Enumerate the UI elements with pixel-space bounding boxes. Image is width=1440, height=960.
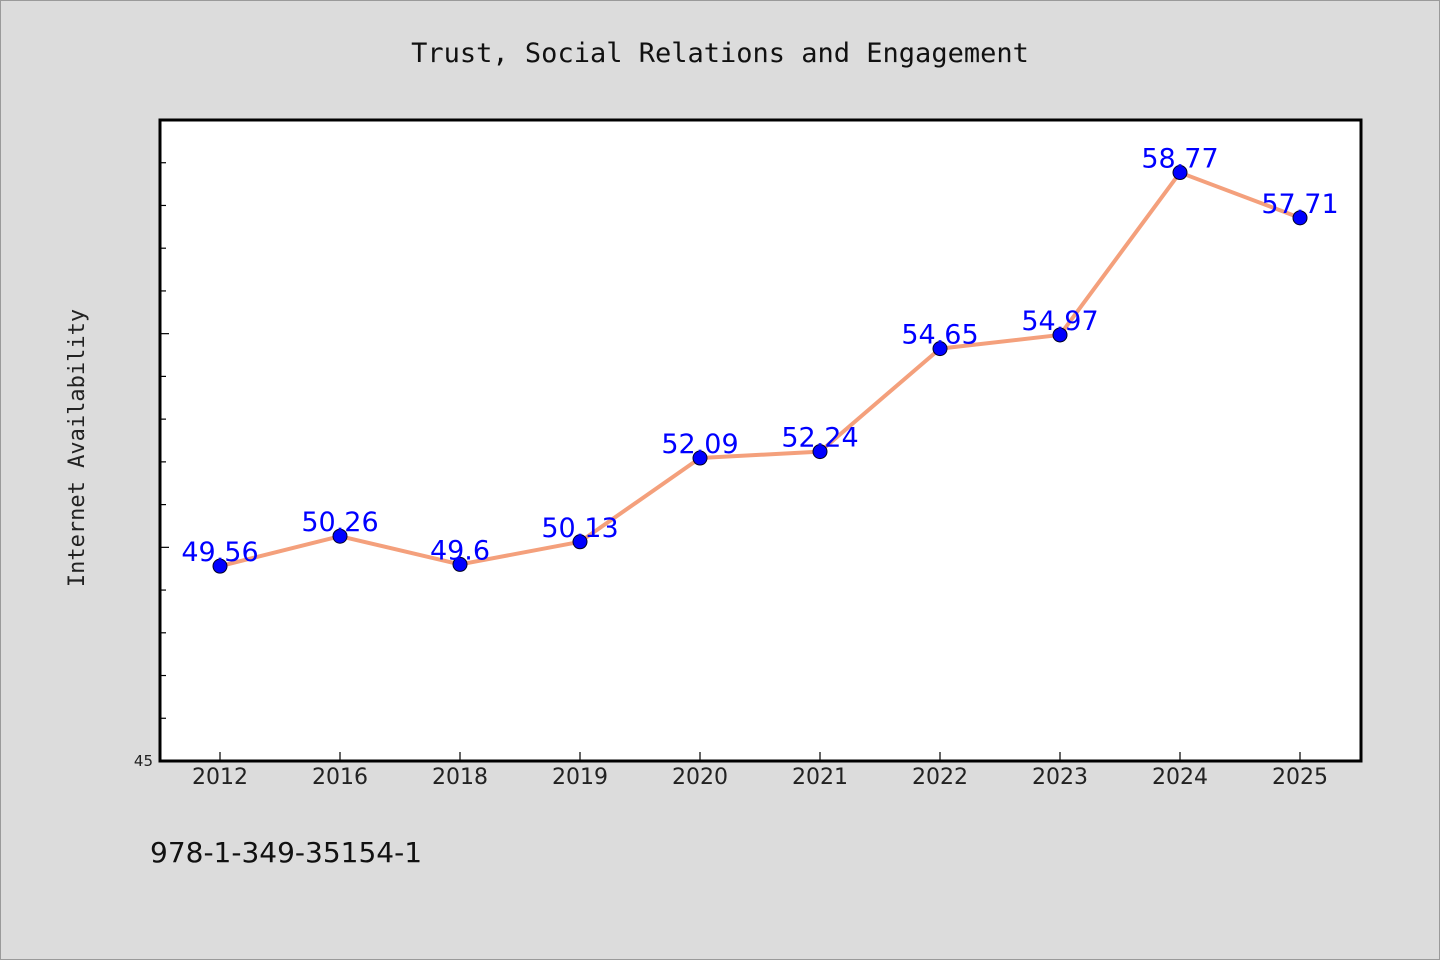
- data-point: [332, 528, 348, 544]
- data-label: 57.71: [1261, 189, 1338, 220]
- data-label: 58.77: [1141, 144, 1218, 175]
- x-tick-label: 2024: [1152, 765, 1208, 790]
- x-tick-label: 2023: [1032, 765, 1088, 790]
- data-label: 54.97: [1021, 306, 1098, 337]
- x-tick-label: 2021: [792, 765, 848, 790]
- data-point: [1172, 165, 1188, 181]
- data-label: 52.24: [781, 423, 858, 454]
- x-tick-label: 2020: [672, 765, 728, 790]
- data-point: [932, 341, 948, 357]
- series-line-group: [218, 170, 1302, 569]
- x-tick-label: 2016: [312, 765, 368, 790]
- y-axis-label: Internet Availability: [65, 309, 90, 587]
- x-tick-label: 2018: [432, 765, 488, 790]
- data-point: [1292, 210, 1308, 226]
- data-label: 50.26: [301, 507, 378, 538]
- data-point: [1052, 327, 1068, 343]
- data-point: [812, 444, 828, 460]
- x-axis-ticks: 2012 2016 2018 2019 2020 2021 2022 2023 2024 2025: [192, 752, 1328, 790]
- data-point: [572, 534, 588, 550]
- isbn-footer: 978-1-349-35154-1: [150, 836, 422, 869]
- data-label: 49.56: [181, 537, 258, 568]
- data-point: [692, 450, 708, 466]
- x-tick-label: 2025: [1272, 765, 1328, 790]
- data-markers: [212, 165, 1308, 574]
- x-tick-label: 2022: [912, 765, 968, 790]
- data-label: 50.13: [541, 513, 618, 544]
- data-label: 49.6: [430, 535, 490, 566]
- plot-area: [158, 118, 1363, 763]
- y-tick-label: 45: [134, 752, 153, 770]
- chart-title: Trust, Social Relations and Engagement: [411, 38, 1029, 69]
- x-tick-label: 2019: [552, 765, 608, 790]
- y-axis-ticks: 45: [134, 162, 169, 770]
- x-tick-label: 2012: [192, 765, 248, 790]
- series-line: [218, 170, 1302, 569]
- data-point: [452, 556, 468, 572]
- data-labels: 49.56 50.26 49.6 50.13 52.09 52.24 54.65 54.97 5…: [181, 144, 1338, 569]
- data-label: 54.65: [901, 320, 978, 351]
- data-point: [212, 558, 228, 574]
- data-label: 52.09: [661, 429, 738, 460]
